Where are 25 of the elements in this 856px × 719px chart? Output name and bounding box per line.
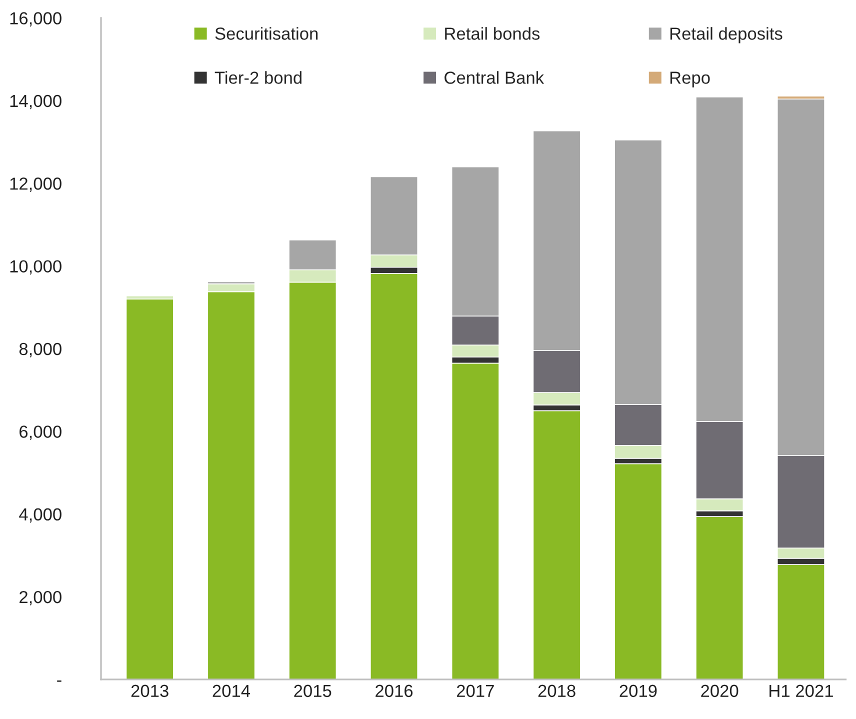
y-tick-label: - [57, 680, 62, 682]
y-tick-label: 12,000 [10, 178, 62, 192]
x-tick-label: 2018 [538, 684, 576, 698]
legend-label: Central Bank [444, 71, 544, 84]
y-tick-label: 8,000 [19, 342, 62, 358]
y-tick-label: 16,000 [10, 12, 62, 26]
x-tick-label: 2014 [212, 684, 250, 698]
y-tick-label: 2,000 [20, 590, 62, 606]
y-tick-label: 14,000 [10, 94, 62, 110]
x-tick-label: 2019 [620, 684, 657, 698]
y-tick-label: 10,000 [10, 260, 62, 275]
legend-label: Tier-2 bond [214, 71, 302, 84]
y-tick-label: 6,000 [20, 426, 62, 440]
legend-label: Retail bonds [445, 27, 540, 40]
legend-label: Retail deposits [670, 27, 782, 44]
legend-label: Securitisation [215, 27, 318, 40]
x-tick-label: 2020 [701, 684, 738, 698]
bar [126, 298, 174, 680]
x-tick-label: 2016 [376, 684, 413, 698]
x-tick-label: H1 2021 [770, 684, 833, 698]
x-tick-label: 2017 [456, 684, 494, 698]
y-tick-label: 4,000 [19, 508, 62, 523]
legend-label: Repo [670, 72, 710, 88]
x-tick-label: 2015 [294, 684, 332, 698]
x-tick-label: 2013 [131, 684, 168, 698]
